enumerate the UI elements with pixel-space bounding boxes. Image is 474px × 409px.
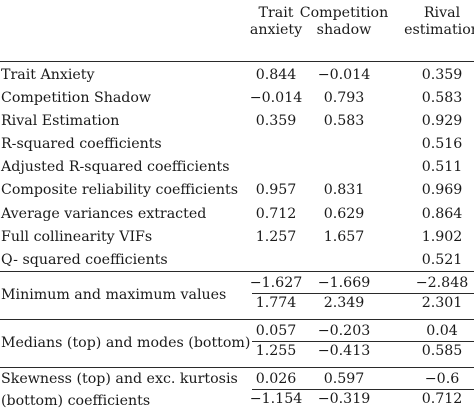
cell-rival-estimation: 1.902: [421, 229, 463, 245]
group-label: Medians (top) and modes (bottom): [1, 335, 251, 351]
cell-bottom-trait-anxiety: 1.255: [255, 343, 297, 359]
group-label-line: Skewness (top) and exc. kurtosis: [1, 371, 238, 387]
cell-bottom-rival-estimation: 0.712: [421, 391, 463, 407]
cell-bottom-competition-shadow: 2.349: [323, 295, 365, 311]
cell-top-rival-estimation: −0.6: [424, 371, 460, 387]
cell-trait-anxiety: 0.957: [255, 182, 297, 198]
column-header-trait-anxiety: Trait anxiety: [249, 5, 303, 38]
cell-top-competition-shadow: 0.597: [323, 371, 365, 387]
cell-rival-estimation: 0.864: [421, 206, 463, 222]
header-rule: [0, 61, 474, 62]
cell-bottom-trait-anxiety: −1.154: [249, 391, 303, 407]
cell-top-competition-shadow: −0.203: [317, 323, 371, 339]
cell-rival-estimation: 0.359: [421, 67, 463, 83]
cell-competition-shadow: −0.014: [317, 67, 371, 83]
cell-trait-anxiety: 0.844: [255, 67, 297, 83]
cell-bottom-trait-anxiety: 1.774: [255, 295, 297, 311]
row-label: Q- squared coefficients: [1, 252, 168, 268]
row-label: Rival Estimation: [1, 113, 120, 129]
cell-competition-shadow: 1.657: [323, 229, 365, 245]
cell-competition-shadow: 0.629: [323, 206, 365, 222]
group-mid-rule: [252, 293, 474, 294]
row-label: R-squared coefficients: [1, 136, 162, 152]
group-separator: [0, 271, 474, 272]
cell-top-trait-anxiety: 0.057: [255, 323, 297, 339]
group-mid-rule: [252, 389, 474, 390]
cell-rival-estimation: 0.969: [421, 182, 463, 198]
cell-rival-estimation: 0.521: [421, 252, 463, 268]
cell-rival-estimation: 0.583: [421, 90, 463, 106]
cell-rival-estimation: 0.511: [421, 159, 463, 175]
group-mid-rule: [252, 341, 474, 342]
cell-competition-shadow: 0.583: [323, 113, 365, 129]
cell-trait-anxiety: 0.359: [255, 113, 297, 129]
column-header-rival-estimation: Rival estimation: [404, 5, 474, 38]
row-label: Adjusted R-squared coefficients: [1, 159, 230, 175]
cell-top-rival-estimation: 0.04: [426, 323, 458, 339]
row-label: Trait Anxiety: [1, 67, 95, 83]
group-separator: [0, 367, 474, 368]
cell-trait-anxiety: 1.257: [255, 229, 297, 245]
cell-competition-shadow: 0.831: [323, 182, 365, 198]
cell-bottom-competition-shadow: −0.413: [317, 343, 371, 359]
row-label: Competition Shadow: [1, 90, 152, 106]
column-header-competition-shadow: Competition shadow: [299, 5, 389, 38]
row-label: Composite reliability coefficients: [1, 182, 239, 198]
group-label: Minimum and maximum values: [1, 287, 227, 303]
cell-top-competition-shadow: −1.669: [317, 275, 371, 291]
row-label: Full collinearity VIFs: [1, 229, 153, 245]
cell-trait-anxiety: −0.014: [249, 90, 303, 106]
row-label: Average variances extracted: [1, 206, 207, 222]
cell-rival-estimation: 0.516: [421, 136, 463, 152]
cell-bottom-rival-estimation: 2.301: [421, 295, 463, 311]
cell-top-trait-anxiety: 0.026: [255, 371, 297, 387]
cell-trait-anxiety: 0.712: [255, 206, 297, 222]
group-label-line: (bottom) coefficients: [1, 393, 151, 409]
cell-bottom-rival-estimation: 0.585: [421, 343, 463, 359]
cell-top-rival-estimation: −2.848: [415, 275, 469, 291]
cell-bottom-competition-shadow: −0.319: [317, 391, 371, 407]
cell-top-trait-anxiety: −1.627: [249, 275, 303, 291]
cell-rival-estimation: 0.929: [421, 113, 463, 129]
cell-competition-shadow: 0.793: [323, 90, 365, 106]
group-separator: [0, 319, 474, 320]
